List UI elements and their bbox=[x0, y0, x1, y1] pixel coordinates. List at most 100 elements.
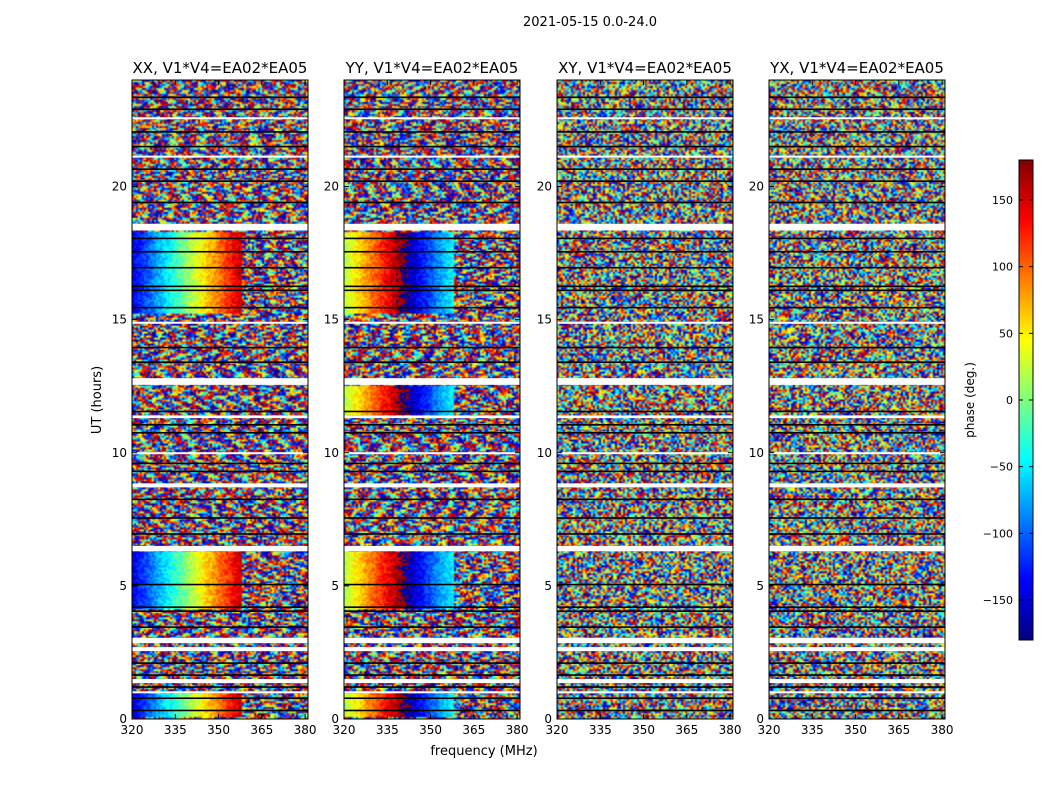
flag-line bbox=[769, 431, 945, 434]
x-tick-label: 350 bbox=[632, 723, 655, 737]
flag-line bbox=[557, 431, 733, 434]
panel-frame bbox=[556, 79, 734, 720]
flag-line bbox=[557, 517, 733, 519]
flag-gap bbox=[132, 378, 308, 385]
colorbar-tick-label: 100 bbox=[992, 261, 1013, 274]
phase-heatmap bbox=[769, 80, 945, 719]
flag-line bbox=[557, 266, 733, 269]
flag-line bbox=[132, 423, 308, 426]
flag-line bbox=[344, 583, 520, 586]
flag-line bbox=[557, 285, 733, 288]
flag-line bbox=[557, 131, 733, 133]
flag-line bbox=[557, 533, 733, 535]
flag-line bbox=[132, 517, 308, 519]
flag-gap bbox=[344, 637, 520, 644]
flag-line bbox=[557, 201, 733, 204]
flag-line bbox=[769, 626, 945, 628]
flag-line bbox=[132, 108, 308, 111]
flag-line bbox=[344, 626, 520, 628]
y-tick-label: 15 bbox=[324, 313, 339, 327]
flag-line bbox=[344, 410, 520, 413]
flag-gap bbox=[557, 155, 733, 158]
y-tick-label: 20 bbox=[749, 180, 764, 194]
flag-line bbox=[344, 533, 520, 535]
flag-line bbox=[344, 306, 520, 309]
flag-line bbox=[132, 662, 308, 664]
flag-line bbox=[344, 709, 520, 712]
flag-line bbox=[132, 250, 308, 253]
flag-line bbox=[557, 423, 733, 426]
flag-gap bbox=[344, 223, 520, 231]
y-tick-label: 20 bbox=[112, 180, 127, 194]
x-tick-label: 335 bbox=[589, 723, 612, 737]
flag-line bbox=[769, 674, 945, 676]
flag-gap bbox=[769, 691, 945, 694]
colorbar: 150 100 50 0 −50 −100 −150 phase (deg.) bbox=[963, 159, 1034, 641]
y-tick-label: 0 bbox=[331, 712, 339, 726]
panel-frame bbox=[343, 79, 521, 720]
flag-line bbox=[132, 470, 308, 473]
y-tick-label: 10 bbox=[749, 446, 764, 460]
flag-gap bbox=[769, 117, 945, 120]
flag-line bbox=[769, 686, 945, 688]
flag-line bbox=[132, 583, 308, 586]
flag-line bbox=[769, 180, 945, 182]
flag-gap bbox=[132, 415, 308, 419]
flag-gap bbox=[132, 647, 308, 652]
flag-gap bbox=[344, 117, 520, 120]
x-tick-label: 335 bbox=[376, 723, 399, 737]
flag-gap bbox=[557, 691, 733, 694]
phase-heatmap bbox=[557, 80, 733, 719]
panel-title: YY, V1*V4=EA02*EA05 bbox=[345, 59, 519, 77]
flag-gap bbox=[132, 483, 308, 488]
flag-gap bbox=[557, 679, 733, 684]
flag-line bbox=[557, 306, 733, 309]
flag-line bbox=[769, 168, 945, 170]
x-tick-label: 365 bbox=[250, 723, 273, 737]
panel-frame bbox=[131, 79, 309, 720]
flag-line bbox=[344, 423, 520, 426]
panel-2: YY, V1*V4=EA02*EA05 320 335 350 365 380 0 5 10 15… bbox=[324, 59, 529, 737]
flag-line bbox=[344, 237, 520, 240]
flag-line bbox=[344, 662, 520, 664]
flag-line bbox=[132, 610, 308, 612]
y-axis-label: UT (hours) bbox=[90, 366, 105, 434]
x-tick-label: 380 bbox=[506, 723, 529, 737]
flag-line bbox=[132, 462, 308, 465]
flag-line bbox=[344, 674, 520, 676]
flag-line bbox=[769, 131, 945, 133]
panel-1: XX, V1*V4=EA02*EA05 320 335 350 365 380 0 5 10 15… bbox=[112, 59, 317, 737]
y-tick-label: 5 bbox=[119, 579, 127, 593]
flag-gap bbox=[344, 647, 520, 652]
flag-line bbox=[344, 289, 520, 292]
flag-gap bbox=[132, 545, 308, 552]
flag-line bbox=[557, 583, 733, 586]
flag-line bbox=[132, 606, 308, 608]
x-tick-label: 335 bbox=[164, 723, 187, 737]
x-tick-label: 380 bbox=[719, 723, 742, 737]
flag-line bbox=[769, 610, 945, 612]
flag-line bbox=[132, 180, 308, 182]
flag-gap bbox=[769, 321, 945, 324]
phase-heatmap bbox=[344, 80, 520, 719]
flag-line bbox=[557, 180, 733, 182]
flag-line bbox=[769, 285, 945, 288]
flag-line bbox=[344, 346, 520, 349]
y-tick-label: 5 bbox=[544, 579, 552, 593]
flag-gap bbox=[557, 223, 733, 231]
flag-line bbox=[557, 108, 733, 111]
panels-group: XX, V1*V4=EA02*EA05 320 335 350 365 380 0 5 10 15… bbox=[112, 59, 954, 737]
y-tick-label: 10 bbox=[537, 446, 552, 460]
flag-gap bbox=[769, 483, 945, 488]
panel-3: XY, V1*V4=EA02*EA05 320 335 350 365 380 0 5 10 15… bbox=[537, 59, 742, 737]
flag-line bbox=[557, 697, 733, 700]
flag-gap bbox=[132, 223, 308, 231]
flag-line bbox=[769, 361, 945, 364]
flag-line bbox=[132, 626, 308, 628]
y-tick-label: 15 bbox=[537, 313, 552, 327]
flag-line bbox=[557, 662, 733, 664]
x-tick-label: 335 bbox=[801, 723, 824, 737]
flag-gap bbox=[344, 545, 520, 552]
flag-line bbox=[344, 610, 520, 612]
x-tick-label: 320 bbox=[758, 723, 781, 737]
